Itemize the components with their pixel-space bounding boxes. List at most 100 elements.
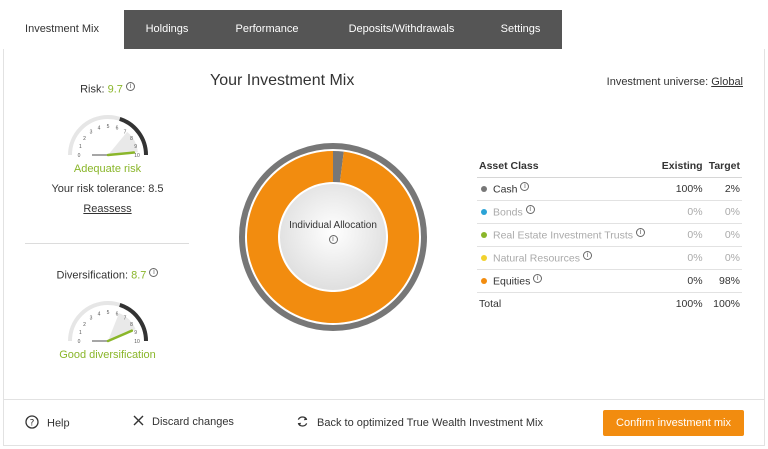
total-target: 100% (713, 298, 740, 311)
gauge-high-band (118, 116, 148, 155)
asset-name-cell: Real Estate Investment Trusts i (477, 223, 658, 247)
gauge-tick-label: 0 (77, 153, 80, 159)
risk-status: Adequate risk (73, 162, 142, 175)
gauge-tick-label: 9 (134, 144, 137, 150)
target-cell: 0% (704, 246, 742, 270)
series-dot-icon (481, 208, 487, 215)
tab-settings[interactable]: Settings (479, 10, 562, 49)
header-target: Target (704, 157, 742, 178)
refresh-icon (296, 415, 309, 431)
asset-name: Real Estate Investment Trusts (493, 229, 634, 242)
help-label: Help (47, 417, 70, 430)
gauge-tick-label: 9 (134, 330, 137, 336)
gauge-tick-label: 3 (89, 315, 92, 321)
gauge-tick-label: 8 (130, 322, 133, 328)
asset-name: Natural Resources (493, 252, 580, 265)
asset-name: Equities (493, 275, 531, 288)
existing-cell: 0% (657, 246, 705, 270)
diversification-gauge-block: Diversification: 8.7 i 0 1 2 3 4 5 6 7 8 9 10 Good… (25, 268, 190, 361)
asset-name: Cash (493, 183, 518, 196)
gauge-tick-label: 10 (134, 153, 140, 159)
asset-name-cell: Natural Resources i (477, 246, 658, 270)
info-icon[interactable]: i (582, 251, 592, 261)
donut-center-text: Individual Allocation (289, 220, 377, 231)
diversification-value: 8.7 (131, 269, 147, 282)
table-row: Natural Resources i 0% 0% (477, 246, 742, 270)
table-row: Bonds i 0% 0% (477, 200, 742, 224)
back-to-optimized-button[interactable]: Back to optimized True Wealth Investment… (296, 415, 543, 431)
table-total-row: Total 100% 100% (477, 293, 742, 316)
existing-cell: 0% (657, 200, 705, 224)
asset-name-cell: Bonds i (477, 200, 658, 224)
header-asset-class: Asset Class (477, 157, 658, 178)
investment-universe: Investment universe: Global (607, 76, 743, 88)
gauge-sector (107, 312, 136, 341)
divider (25, 243, 189, 244)
table-header-row: Asset Class Existing Target (477, 157, 742, 178)
info-icon[interactable]: i (635, 228, 645, 238)
asset-name-cell: Equities i (477, 269, 658, 293)
help-button[interactable]: ? Help (25, 415, 70, 432)
risk-value: 9.7 (107, 83, 123, 96)
donut-outer-ring (239, 143, 427, 331)
gauge-tick-label: 2 (83, 322, 86, 328)
universe-link[interactable]: Global (711, 76, 743, 88)
tab-investment-mix[interactable]: Investment Mix (0, 10, 124, 49)
existing-cell: 0% (657, 269, 705, 293)
series-dot-icon (481, 185, 487, 192)
info-icon[interactable]: i (328, 235, 338, 244)
risk-label: Risk: (80, 83, 105, 96)
series-dot-icon (481, 277, 487, 284)
target-cell: 0% (704, 223, 742, 247)
gauge-tick-label: 7 (123, 315, 126, 321)
confirm-investment-mix-button[interactable]: Confirm investment mix (603, 410, 744, 436)
asset-name-cell: Cash i (477, 177, 658, 201)
gauge-tick-label: 10 (134, 339, 140, 345)
gauge-high-band (118, 302, 148, 341)
back-label: Back to optimized True Wealth Investment… (317, 416, 543, 429)
tab-performance[interactable]: Performance (210, 10, 324, 49)
reassess-link[interactable]: Reassess (83, 202, 132, 215)
info-icon[interactable]: i (525, 205, 535, 215)
info-icon[interactable]: i (125, 82, 135, 91)
svg-text:?: ? (30, 419, 35, 429)
footer-bar: ? Help Discard changes Back to optimized… (3, 399, 765, 446)
gauge-sector (107, 131, 138, 155)
header-existing: Existing (657, 157, 705, 178)
diversification-status: Good diversification (59, 348, 156, 361)
diversification-label: Diversification: (56, 269, 129, 282)
asset-name: Bonds (493, 206, 523, 219)
gauge-needle (106, 329, 133, 342)
gauge-tick-label: 5 (106, 310, 109, 316)
series-dot-icon (481, 254, 487, 261)
universe-label: Investment universe: (606, 76, 709, 88)
table-row: Equities i 0% 98% (477, 269, 742, 293)
close-icon (133, 415, 144, 429)
discard-label: Discard changes (152, 415, 234, 428)
existing-cell: 0% (657, 223, 705, 247)
table-row: Cash i 100% 2% (477, 177, 742, 201)
asset-class-table: Asset Class Existing Target Cash i 100% 2%… (477, 157, 742, 316)
gauge-tick-label: 7 (123, 129, 126, 135)
tab-deposits-withdrawals[interactable]: Deposits/Withdrawals (324, 10, 479, 49)
risk-tolerance: Your risk tolerance: 8.5 (51, 182, 164, 195)
discard-changes-button[interactable]: Discard changes (133, 415, 234, 429)
gauge-tick-label: 8 (130, 136, 133, 142)
risk-gauge-block: Risk: 9.7 i 0 1 2 3 4 5 6 7 8 9 10 Adequate risk Y… (25, 82, 190, 215)
info-icon[interactable]: i (520, 182, 530, 192)
total-existing: 100% (675, 298, 703, 311)
gauge-tick-label: 4 (97, 311, 100, 317)
allocation-donut-chart (239, 143, 427, 331)
gauge-tick-label: 1 (79, 144, 82, 150)
info-icon[interactable]: i (533, 274, 543, 284)
total-label: Total (479, 298, 502, 311)
donut-center-label: Individual Allocation i (238, 220, 428, 248)
table-row: Real Estate Investment Trusts i 0% 0% (477, 223, 742, 247)
donut-slice-equities (247, 151, 419, 323)
info-icon[interactable]: i (149, 268, 159, 277)
gauge-tick-label: 6 (115, 311, 118, 317)
tab-holdings[interactable]: Holdings (124, 10, 210, 49)
existing-cell: 100% (657, 177, 705, 201)
target-cell: 2% (704, 177, 742, 201)
